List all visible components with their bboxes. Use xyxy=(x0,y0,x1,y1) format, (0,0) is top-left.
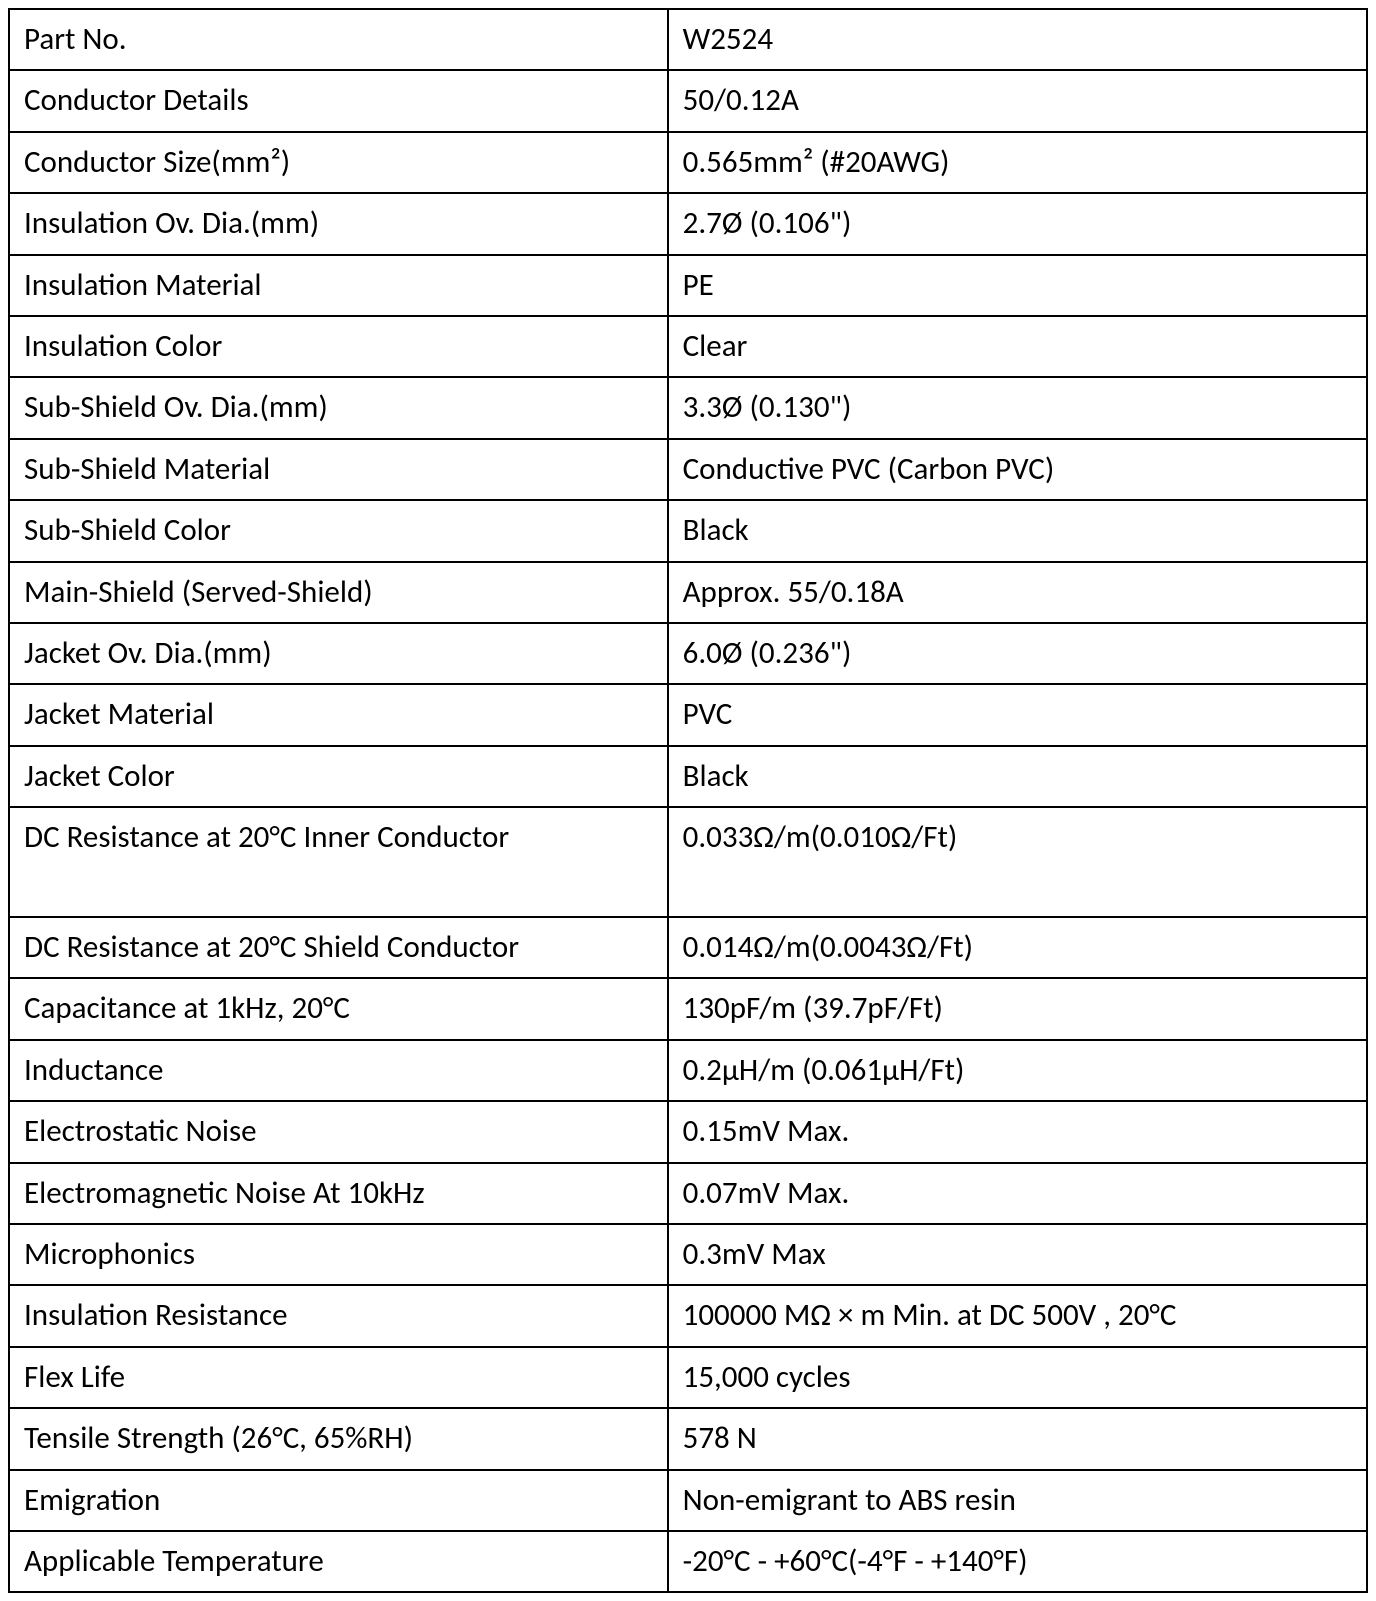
property-label: Part No. xyxy=(9,9,668,70)
property-label: Tensile Strength (26°C, 65%RH) xyxy=(9,1408,668,1469)
property-value: Black xyxy=(668,500,1367,561)
table-row: Insulation ColorClear xyxy=(9,316,1367,377)
table-row: Jacket Ov. Dia.(mm)6.0Ø (0.236") xyxy=(9,623,1367,684)
property-label: Conductor Size(mm²) xyxy=(9,132,668,193)
table-row: Electromagnetic Noise At 10kHz0.07mV Max… xyxy=(9,1163,1367,1224)
table-row: Inductance0.2μH/m (0.061μH/Ft) xyxy=(9,1040,1367,1101)
property-value: PVC xyxy=(668,684,1367,745)
property-label: Inductance xyxy=(9,1040,668,1101)
property-label: Jacket Ov. Dia.(mm) xyxy=(9,623,668,684)
property-label: DC Resistance at 20°C Shield Conductor xyxy=(9,917,668,978)
property-value: Clear xyxy=(668,316,1367,377)
property-value: 130pF/m (39.7pF/Ft) xyxy=(668,978,1367,1039)
property-value: -20°C - +60°C(-4°F - +140°F) xyxy=(668,1531,1367,1592)
property-label: Sub-Shield Material xyxy=(9,439,668,500)
property-value: 0.2μH/m (0.061μH/Ft) xyxy=(668,1040,1367,1101)
property-label: Capacitance at 1kHz, 20°C xyxy=(9,978,668,1039)
property-label: Microphonics xyxy=(9,1224,668,1285)
table-row: Electrostatic Noise0.15mV Max. xyxy=(9,1101,1367,1162)
table-row: Sub-Shield Ov. Dia.(mm)3.3Ø (0.130") xyxy=(9,377,1367,438)
property-value: 0.014Ω/m(0.0043Ω/Ft) xyxy=(668,917,1367,978)
property-label: Jacket Color xyxy=(9,746,668,807)
property-value: 578 N xyxy=(668,1408,1367,1469)
property-value: 3.3Ø (0.130") xyxy=(668,377,1367,438)
property-label: Insulation Resistance xyxy=(9,1285,668,1346)
property-label: Insulation Ov. Dia.(mm) xyxy=(9,193,668,254)
property-value: 6.0Ø (0.236") xyxy=(668,623,1367,684)
property-value: W2524 xyxy=(668,9,1367,70)
property-label: Emigration xyxy=(9,1470,668,1531)
property-value: Non-emigrant to ABS resin xyxy=(668,1470,1367,1531)
property-value: 0.15mV Max. xyxy=(668,1101,1367,1162)
spec-table: Part No.W2524Conductor Details50/0.12ACo… xyxy=(8,8,1368,1593)
table-row: Conductor Size(mm²)0.565mm² (#20AWG) xyxy=(9,132,1367,193)
property-value: PE xyxy=(668,255,1367,316)
table-row: Flex Life15,000 cycles xyxy=(9,1347,1367,1408)
property-value: 0.07mV Max. xyxy=(668,1163,1367,1224)
table-row: Applicable Temperature-20°C - +60°C(-4°F… xyxy=(9,1531,1367,1592)
property-label: Sub-Shield Color xyxy=(9,500,668,561)
property-label: Electrostatic Noise xyxy=(9,1101,668,1162)
property-value: Black xyxy=(668,746,1367,807)
property-value: 100000 MΩ × m Min. at DC 500V , 20°C xyxy=(668,1285,1367,1346)
property-value: Conductive PVC (Carbon PVC) xyxy=(668,439,1367,500)
table-row: Sub-Shield ColorBlack xyxy=(9,500,1367,561)
table-row: Jacket MaterialPVC xyxy=(9,684,1367,745)
property-value: 50/0.12A xyxy=(668,70,1367,131)
table-row: Main-Shield (Served-Shield)Approx. 55/0.… xyxy=(9,562,1367,623)
table-row: Jacket ColorBlack xyxy=(9,746,1367,807)
table-row: Tensile Strength (26°C, 65%RH)578 N xyxy=(9,1408,1367,1469)
property-label: Jacket Material xyxy=(9,684,668,745)
property-value: 15,000 cycles xyxy=(668,1347,1367,1408)
property-label: Sub-Shield Ov. Dia.(mm) xyxy=(9,377,668,438)
property-label: Applicable Temperature xyxy=(9,1531,668,1592)
property-label: Electromagnetic Noise At 10kHz xyxy=(9,1163,668,1224)
property-label: Flex Life xyxy=(9,1347,668,1408)
property-value: 0.3mV Max xyxy=(668,1224,1367,1285)
table-row: Conductor Details50/0.12A xyxy=(9,70,1367,131)
property-label: Conductor Details xyxy=(9,70,668,131)
property-label: Insulation Color xyxy=(9,316,668,377)
table-row: Part No.W2524 xyxy=(9,9,1367,70)
table-row: Insulation Ov. Dia.(mm)2.7Ø (0.106") xyxy=(9,193,1367,254)
table-row: DC Resistance at 20°C Inner Conductor0.0… xyxy=(9,807,1367,917)
table-row: DC Resistance at 20°C Shield Conductor0.… xyxy=(9,917,1367,978)
property-value: 0.033Ω/m(0.010Ω/Ft) xyxy=(668,807,1367,917)
property-value: Approx. 55/0.18A xyxy=(668,562,1367,623)
table-row: Microphonics0.3mV Max xyxy=(9,1224,1367,1285)
table-row: Sub-Shield MaterialConductive PVC (Carbo… xyxy=(9,439,1367,500)
table-row: Insulation Resistance100000 MΩ × m Min. … xyxy=(9,1285,1367,1346)
property-label: DC Resistance at 20°C Inner Conductor xyxy=(9,807,668,917)
spec-table-body: Part No.W2524Conductor Details50/0.12ACo… xyxy=(9,9,1367,1592)
property-value: 0.565mm² (#20AWG) xyxy=(668,132,1367,193)
table-row: Insulation MaterialPE xyxy=(9,255,1367,316)
table-row: Capacitance at 1kHz, 20°C130pF/m (39.7pF… xyxy=(9,978,1367,1039)
property-label: Insulation Material xyxy=(9,255,668,316)
property-value: 2.7Ø (0.106") xyxy=(668,193,1367,254)
property-label: Main-Shield (Served-Shield) xyxy=(9,562,668,623)
table-row: EmigrationNon-emigrant to ABS resin xyxy=(9,1470,1367,1531)
